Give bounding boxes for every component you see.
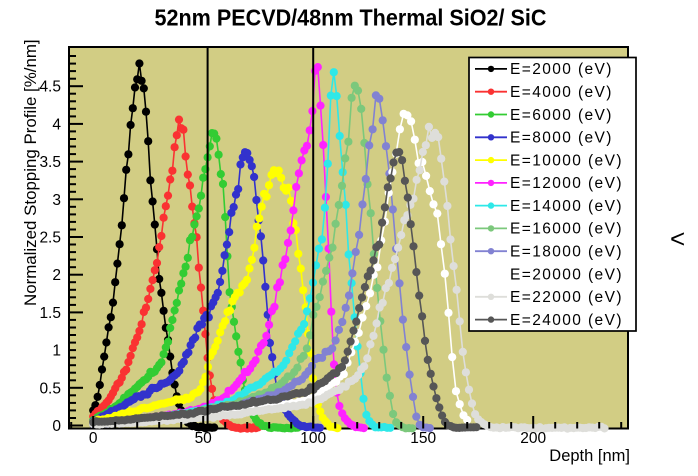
svg-text:150: 150	[410, 430, 436, 447]
svg-text:Normalized Stopping Profile [%: Normalized Stopping Profile [%/nm]	[21, 39, 40, 306]
svg-text:3: 3	[52, 192, 61, 209]
svg-text:2.5: 2.5	[39, 230, 61, 247]
svg-text:0.5: 0.5	[39, 380, 61, 397]
svg-text:50: 50	[195, 430, 213, 447]
svg-text:200: 200	[520, 430, 546, 447]
svg-text:2: 2	[52, 267, 61, 284]
svg-text:1.5: 1.5	[39, 305, 61, 322]
svg-text:4: 4	[52, 116, 61, 133]
svg-text:1: 1	[52, 343, 61, 360]
svg-text:52nm PECVD/48nm Thermal SiO2/: 52nm PECVD/48nm Thermal SiO2/ SiC	[155, 5, 547, 31]
svg-text:E=22000 (eV): E=22000 (eV)	[510, 289, 623, 306]
svg-text:E=6000 (eV): E=6000 (eV)	[510, 107, 613, 124]
svg-text:E=12000 (eV): E=12000 (eV)	[510, 175, 623, 192]
svg-text:E=10000 (eV): E=10000 (eV)	[510, 152, 623, 169]
svg-text:E=8000 (eV): E=8000 (eV)	[510, 130, 613, 147]
svg-text:E=24000 (eV): E=24000 (eV)	[510, 312, 623, 329]
svg-text:4.5: 4.5	[39, 79, 61, 96]
svg-text:0: 0	[52, 418, 61, 435]
svg-text:E=4000 (eV): E=4000 (eV)	[510, 84, 613, 101]
svg-text:E=2000 (eV): E=2000 (eV)	[510, 61, 613, 78]
svg-text:E=20000 (eV): E=20000 (eV)	[510, 266, 623, 283]
svg-text:E=14000 (eV): E=14000 (eV)	[510, 198, 623, 215]
svg-text:0: 0	[89, 430, 98, 447]
svg-text:3.5: 3.5	[39, 154, 61, 171]
svg-text:<: <	[670, 224, 685, 254]
svg-text:Depth [nm]: Depth [nm]	[549, 447, 630, 465]
svg-text:E=16000 (eV): E=16000 (eV)	[510, 221, 623, 238]
svg-text:E=18000 (eV): E=18000 (eV)	[510, 244, 623, 261]
svg-text:100: 100	[300, 430, 326, 447]
